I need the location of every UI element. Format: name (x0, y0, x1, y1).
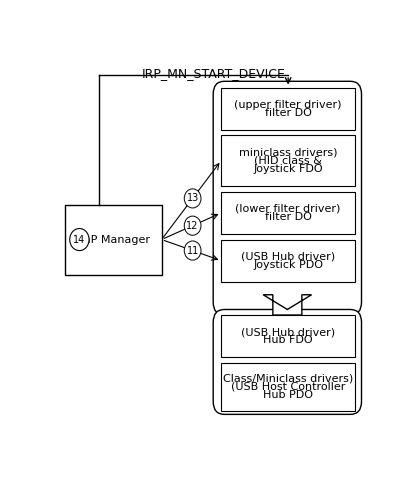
Circle shape (184, 216, 201, 235)
Text: Hub FDO: Hub FDO (263, 335, 313, 345)
Circle shape (184, 189, 201, 208)
Text: (lower filter driver): (lower filter driver) (235, 204, 341, 214)
Text: 13: 13 (186, 194, 199, 204)
Text: (USB Host Controller: (USB Host Controller (231, 382, 345, 392)
Bar (221, 315, 355, 358)
Text: Joystick FDO: Joystick FDO (253, 163, 323, 174)
Text: IRP_MN_START_DEVICE: IRP_MN_START_DEVICE (141, 66, 285, 79)
Text: (upper filter driver): (upper filter driver) (234, 99, 342, 109)
Bar (221, 87, 355, 130)
Bar (65, 205, 162, 274)
Text: 14: 14 (73, 235, 86, 245)
Text: Hub PDO: Hub PDO (263, 390, 313, 400)
Text: 11: 11 (186, 246, 199, 256)
Text: filter DO: filter DO (265, 108, 312, 118)
Text: (USB Hub driver): (USB Hub driver) (241, 327, 335, 337)
Bar (221, 239, 355, 282)
Bar (221, 192, 355, 234)
FancyBboxPatch shape (213, 81, 362, 315)
Text: Class/Miniclass drivers): Class/Miniclass drivers) (223, 374, 353, 384)
Text: miniclass drivers): miniclass drivers) (239, 147, 337, 157)
Polygon shape (263, 295, 312, 315)
Circle shape (70, 228, 89, 250)
Text: 12: 12 (186, 221, 199, 231)
Text: filter DO: filter DO (265, 212, 312, 222)
Text: PnP Manager: PnP Manager (77, 235, 150, 245)
Circle shape (184, 241, 201, 260)
Bar (221, 363, 355, 411)
Text: (USB Hub driver): (USB Hub driver) (241, 251, 335, 261)
Bar (221, 135, 355, 186)
FancyBboxPatch shape (213, 309, 362, 414)
Text: Joystick PDO: Joystick PDO (253, 260, 323, 270)
Text: (HID class &: (HID class & (254, 155, 322, 165)
